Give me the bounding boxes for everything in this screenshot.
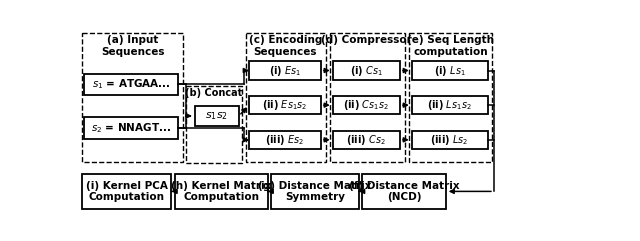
Text: (c) Encoding
Sequences: (c) Encoding Sequences — [249, 35, 322, 57]
Bar — [412, 131, 488, 149]
Bar — [333, 61, 400, 80]
Bar — [83, 174, 172, 209]
Text: $s_1$ = ATGAA...: $s_1$ = ATGAA... — [92, 77, 170, 91]
Bar — [362, 174, 446, 209]
Bar — [249, 131, 321, 149]
Bar — [249, 96, 321, 114]
Bar — [271, 174, 359, 209]
Text: $s_1 s_2$: $s_1 s_2$ — [205, 110, 228, 122]
Bar — [186, 86, 242, 163]
Text: (h) Kernel Matrix
Computation: (h) Kernel Matrix Computation — [171, 181, 271, 202]
Text: (i) $Ls_1$: (i) $Ls_1$ — [434, 63, 465, 78]
Bar — [249, 61, 321, 80]
Text: (ii) $Ls_1 s_2$: (ii) $Ls_1 s_2$ — [428, 98, 472, 112]
Bar — [330, 33, 404, 162]
Text: (d) Compressor: (d) Compressor — [321, 35, 412, 45]
Bar — [175, 174, 268, 209]
Text: (f) Distance Matrix
(NCD): (f) Distance Matrix (NCD) — [349, 181, 460, 202]
Bar — [333, 131, 400, 149]
Text: $s_2$ = NNAGT...: $s_2$ = NNAGT... — [91, 121, 171, 135]
Bar — [412, 96, 488, 114]
Text: (ii) $Cs_1 s_2$: (ii) $Cs_1 s_2$ — [343, 98, 389, 112]
Bar — [246, 33, 326, 162]
Bar — [333, 96, 400, 114]
Text: (ii) $Es_1 s_2$: (ii) $Es_1 s_2$ — [262, 98, 308, 112]
Bar — [195, 106, 239, 126]
Text: (b) Concat: (b) Concat — [186, 88, 243, 98]
Bar — [408, 33, 492, 162]
Text: (i) $Cs_1$: (i) $Cs_1$ — [350, 63, 383, 78]
Text: (e) Seq Length
computation: (e) Seq Length computation — [407, 35, 494, 57]
Text: (iii) $Ls_2$: (iii) $Ls_2$ — [431, 133, 469, 147]
Bar — [84, 74, 179, 95]
Text: (i) Kernel PCA
Computation: (i) Kernel PCA Computation — [86, 181, 168, 202]
Text: (i) $Es_1$: (i) $Es_1$ — [269, 63, 301, 78]
Text: (iii) $Es_2$: (iii) $Es_2$ — [266, 133, 305, 147]
Text: (g) Distance Matrix
Symmetry: (g) Distance Matrix Symmetry — [258, 181, 372, 202]
Text: (iii) $Cs_2$: (iii) $Cs_2$ — [346, 133, 387, 147]
Bar — [83, 33, 183, 162]
Text: (a) Input
Sequences: (a) Input Sequences — [101, 35, 164, 57]
Bar — [84, 117, 179, 139]
Bar — [412, 61, 488, 80]
